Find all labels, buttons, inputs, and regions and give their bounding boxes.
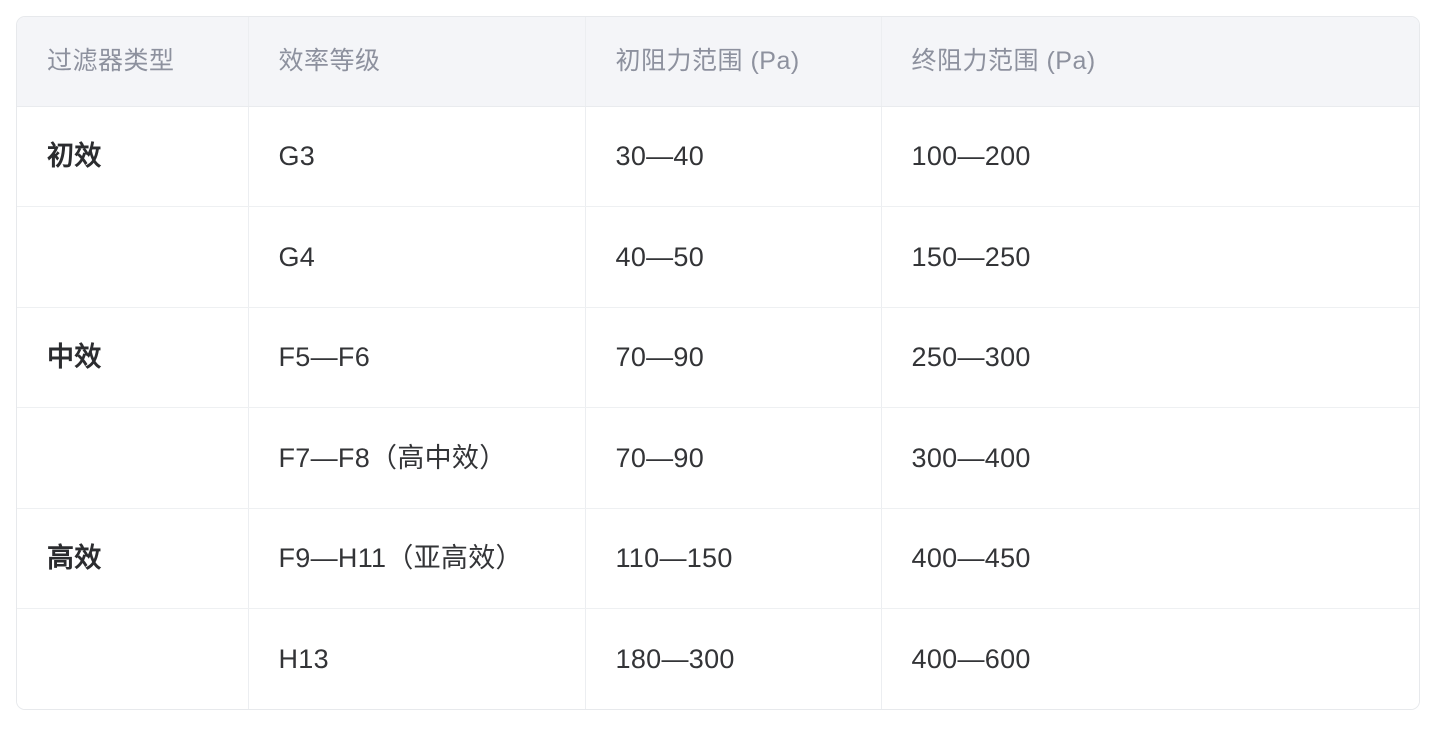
column-header-initial-resistance: 初阻力范围 (Pa) <box>585 17 882 107</box>
table-row: 初效 G3 30—40 100—200 <box>17 106 1419 207</box>
column-header-efficiency-grade: 效率等级 <box>248 17 586 107</box>
column-header-filter-type: 过滤器类型 <box>17 17 249 107</box>
cell-filter-type: 初效 <box>17 106 249 207</box>
cell-final-resistance: 250—300 <box>881 307 1419 408</box>
cell-initial-resistance: 180—300 <box>585 608 882 709</box>
cell-final-resistance: 300—400 <box>881 407 1419 509</box>
table-row: 中效 F5—F6 70—90 250—300 <box>17 307 1419 408</box>
table-header-row: 过滤器类型 效率等级 初阻力范围 (Pa) 终阻力范围 (Pa) <box>17 17 1419 107</box>
cell-efficiency-grade: F9—H11（亚高效） <box>248 508 586 609</box>
cell-filter-type: 高效 <box>17 508 249 609</box>
cell-efficiency-grade: G4 <box>248 206 586 308</box>
cell-efficiency-grade: H13 <box>248 608 586 709</box>
cell-initial-resistance: 110—150 <box>585 508 882 609</box>
cell-efficiency-grade: G3 <box>248 106 586 207</box>
filter-resistance-table: 过滤器类型 效率等级 初阻力范围 (Pa) 终阻力范围 (Pa) 初效 G3 3… <box>17 17 1419 709</box>
table-row: F7—F8（高中效） 70—90 300—400 <box>17 407 1419 509</box>
table-row: G4 40—50 150—250 <box>17 206 1419 308</box>
column-header-final-resistance: 终阻力范围 (Pa) <box>881 17 1419 107</box>
cell-final-resistance: 100—200 <box>881 106 1419 207</box>
cell-final-resistance: 400—450 <box>881 508 1419 609</box>
cell-efficiency-grade: F5—F6 <box>248 307 586 408</box>
cell-initial-resistance: 40—50 <box>585 206 882 308</box>
cell-initial-resistance: 30—40 <box>585 106 882 207</box>
table-row: 高效 F9—H11（亚高效） 110—150 400—450 <box>17 508 1419 609</box>
cell-filter-type: 中效 <box>17 307 249 408</box>
cell-final-resistance: 400—600 <box>911 643 1031 674</box>
cell-final-resistance: 150—250 <box>881 206 1419 308</box>
cell-filter-type <box>17 206 249 308</box>
table-row: H13 180—300 400—600 <box>17 608 1419 709</box>
cell-initial-resistance: 70—90 <box>585 307 882 408</box>
table-header: 过滤器类型 效率等级 初阻力范围 (Pa) 终阻力范围 (Pa) <box>17 17 1419 107</box>
cell-filter-type <box>17 407 249 509</box>
cell-efficiency-grade: F7—F8（高中效） <box>248 407 586 509</box>
specification-table-container: 过滤器类型 效率等级 初阻力范围 (Pa) 终阻力范围 (Pa) 初效 G3 3… <box>16 16 1420 710</box>
table-body: 初效 G3 30—40 100—200 G4 40—50 150—250 中效 … <box>17 106 1419 709</box>
cell-filter-type <box>17 608 249 709</box>
cell-initial-resistance: 70—90 <box>585 407 882 509</box>
